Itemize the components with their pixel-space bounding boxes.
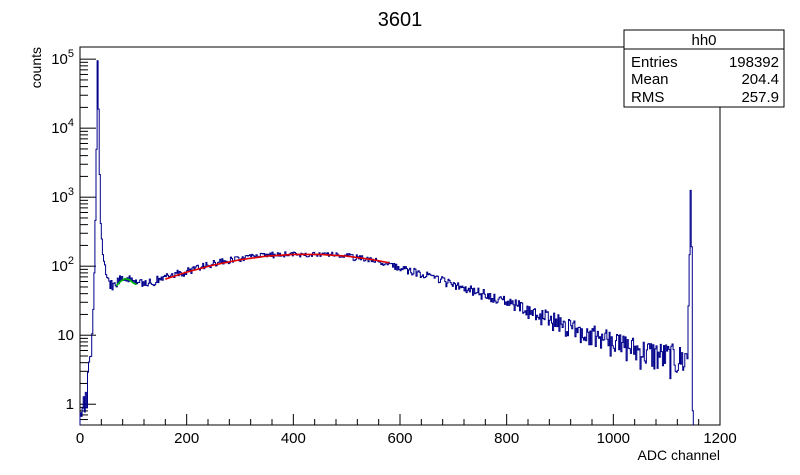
x-tick-label: 800: [494, 430, 519, 447]
continuum-fit-line: [165, 253, 390, 280]
y-tick-label: 105: [51, 48, 74, 68]
stats-entries-value: 198392: [729, 54, 779, 71]
stats-box-frame: [623, 29, 785, 108]
chart-title: 3601: [378, 9, 423, 31]
x-tick-label: 1200: [703, 430, 736, 447]
x-axis-tick-labels: 0 200 400 600 800 1000 1200: [76, 430, 737, 447]
stats-entries-label: Entries: [631, 54, 678, 71]
stats-rms-value: 257.9: [741, 89, 779, 106]
y-tick-label: 103: [51, 186, 74, 206]
y-tick-label: 104: [51, 117, 74, 137]
series-layer: [79, 60, 694, 425]
x-axis-label: ADC channel: [638, 447, 721, 463]
x-tick-label: 600: [387, 430, 412, 447]
stats-mean-label: Mean: [631, 71, 669, 88]
y-axis-label: counts: [28, 47, 44, 88]
y-tick-label: 102: [51, 255, 74, 275]
x-tick-label: 0: [76, 430, 84, 447]
stats-box: hh0 Entries 198392 Mean 204.4 RMS 257.9: [623, 29, 785, 108]
y-tick-label: 10: [57, 327, 74, 344]
stats-mean-value: 204.4: [741, 71, 779, 88]
x-tick-label: 400: [281, 430, 306, 447]
histogram-series-line: [79, 60, 694, 425]
stats-rms-label: RMS: [631, 89, 664, 106]
x-tick-label: 1000: [597, 430, 630, 447]
x-axis-ticks: [79, 414, 721, 425]
y-tick-label: 1: [66, 396, 74, 413]
y-axis-tick-labels: 1 10 102 103 104 105: [51, 48, 74, 413]
stats-box-title: hh0: [691, 32, 716, 49]
peak-fit-line: [115, 277, 137, 287]
x-tick-label: 200: [174, 430, 199, 447]
